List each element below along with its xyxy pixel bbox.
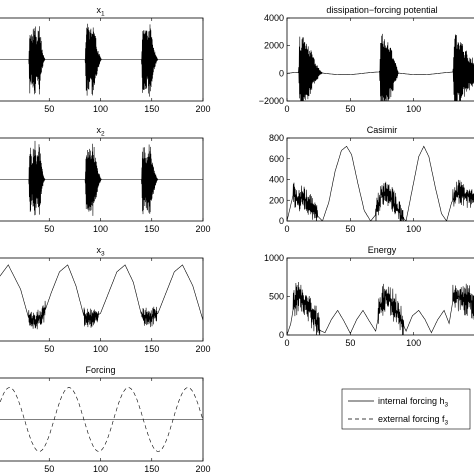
y-tick-label: 800	[269, 133, 284, 143]
x-tick-label: 0	[284, 224, 289, 234]
y-tick-label: 0	[279, 330, 284, 340]
x-tick-label: 100	[406, 224, 421, 234]
subplot-title: Forcing	[85, 365, 115, 375]
x-tick-label: 50	[345, 338, 355, 348]
y-tick-label: 2000	[264, 41, 284, 51]
series-line	[0, 23, 203, 97]
x-tick-label: 200	[195, 344, 210, 354]
y-tick-label: −2000	[259, 96, 284, 106]
series-line	[0, 140, 203, 216]
x-tick-label: 50	[44, 344, 54, 354]
forcing-legend: internal forcing h3 external forcing f3	[341, 388, 471, 430]
series-group	[287, 281, 474, 335]
subplot-title: x1	[96, 5, 105, 18]
series-group	[0, 264, 203, 330]
y-tick-label: 600	[269, 154, 284, 164]
series-line	[287, 281, 474, 335]
x-tick-label: 100	[406, 338, 421, 348]
x-tick-label: 50	[345, 104, 355, 114]
series-group	[0, 23, 203, 97]
subplot-title: Casimir	[367, 125, 398, 135]
legend-label-external: external forcing f3	[378, 414, 449, 427]
x-tick-label: 150	[144, 344, 159, 354]
x-tick-label: 100	[93, 344, 108, 354]
subplot-4: Casimir 0 50 100 0 200 400 600 800	[269, 125, 474, 234]
subplot-title: x2	[96, 125, 105, 138]
x-tick-label: 50	[345, 224, 355, 234]
subplot-title: Energy	[368, 245, 397, 255]
subplot-2: dissipation−forcing potential 0 50 100 −2000…	[259, 5, 474, 114]
y-tick-label: 1000	[264, 253, 284, 263]
x-tick-label: 0	[284, 338, 289, 348]
subplot-7: Forcing 50 100 150 200	[0, 365, 211, 474]
x-tick-label: 50	[44, 104, 54, 114]
series-group	[0, 387, 203, 452]
y-tick-label: 0	[279, 216, 284, 226]
y-tick-label: 500	[269, 292, 284, 302]
series-group	[287, 145, 474, 221]
subplot-3: x2 50 100 150 200	[0, 125, 211, 234]
y-tick-label: 400	[269, 175, 284, 185]
legend-box	[341, 388, 471, 430]
x-tick-label: 50	[44, 464, 54, 474]
subplot-5: x3 50 100 150 200	[0, 245, 211, 354]
series-line	[0, 387, 203, 452]
axes-frame	[0, 257, 204, 342]
axes-frame	[286, 17, 474, 102]
series-line	[287, 145, 474, 221]
y-tick-label: 4000	[264, 13, 284, 23]
x-tick-label: 200	[195, 104, 210, 114]
subplot-1: x1 50 100 150 200	[0, 5, 211, 114]
x-tick-label: 100	[93, 464, 108, 474]
subplot-grid: x1 50 100 150 200 dissipation−forcing potenti…	[0, 5, 474, 474]
series-line	[287, 33, 474, 101]
subplot-title: dissipation−forcing potential	[326, 5, 437, 15]
x-tick-label: 50	[44, 224, 54, 234]
x-tick-label: 100	[93, 224, 108, 234]
series-group	[287, 33, 474, 101]
series-line	[0, 264, 203, 330]
y-tick-label: 0	[279, 68, 284, 78]
x-tick-label: 150	[144, 224, 159, 234]
x-tick-label: 100	[406, 104, 421, 114]
subplot-title: x3	[96, 245, 105, 258]
x-tick-label: 150	[144, 464, 159, 474]
x-tick-label: 200	[195, 464, 210, 474]
x-tick-label: 0	[284, 104, 289, 114]
x-tick-label: 100	[93, 104, 108, 114]
x-tick-label: 200	[195, 224, 210, 234]
y-tick-label: 200	[269, 195, 284, 205]
x-tick-label: 150	[144, 104, 159, 114]
legend-label-internal: internal forcing h3	[378, 396, 449, 409]
series-group	[0, 140, 203, 216]
